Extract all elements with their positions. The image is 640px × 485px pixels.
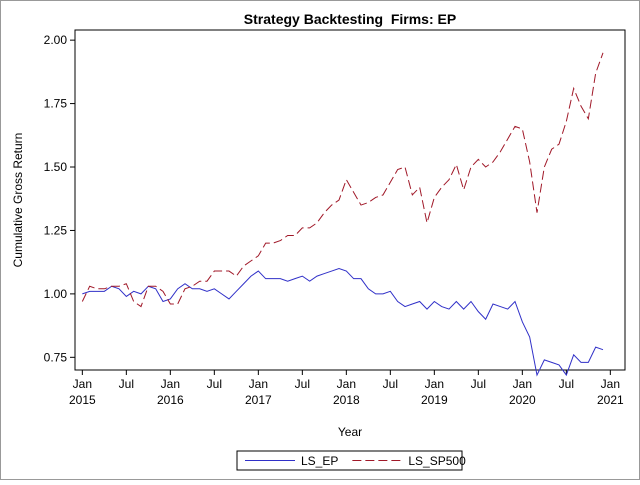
x-tick-label: Jul xyxy=(207,377,222,391)
y-tick-label: 1.75 xyxy=(44,97,68,111)
legend-label: LS_SP500 xyxy=(408,454,466,468)
x-tick-label: Jan 2021 xyxy=(597,377,624,407)
y-tick-label: 2.00 xyxy=(44,33,68,47)
y-axis-label: Cumulative Gross Return xyxy=(11,133,25,268)
x-tick-label: Jan 2016 xyxy=(157,377,184,407)
x-tick-label: Jul xyxy=(471,377,486,391)
x-tick-label: Jul xyxy=(119,377,134,391)
y-tick-label: 1.00 xyxy=(44,287,68,301)
x-axis-label: Year xyxy=(338,425,362,439)
series-line xyxy=(81,52,604,308)
legend: LS_EP LS_SP500 xyxy=(236,450,466,471)
x-tick-label: Jul xyxy=(559,377,574,391)
x-tick-label: Jul xyxy=(383,377,398,391)
x-tick-label: Jan 2019 xyxy=(421,377,448,407)
series-line xyxy=(82,267,604,377)
chart-title: Strategy Backtesting Firms: EP xyxy=(244,11,456,27)
x-tick-label: Jan 2018 xyxy=(333,377,360,407)
x-tick-label: Jan 2017 xyxy=(245,377,272,407)
legend-label: LS_EP xyxy=(301,454,338,468)
x-tick-label: Jan 2020 xyxy=(509,377,536,407)
y-tick-label: 1.50 xyxy=(44,160,68,174)
legend-box xyxy=(236,450,463,471)
plot-frame xyxy=(74,29,626,371)
x-tick-label: Jan 2015 xyxy=(69,377,96,407)
y-tick-label: 1.25 xyxy=(44,223,68,237)
y-tick-label: 0.75 xyxy=(44,350,68,364)
x-tick-label: Jul xyxy=(295,377,310,391)
